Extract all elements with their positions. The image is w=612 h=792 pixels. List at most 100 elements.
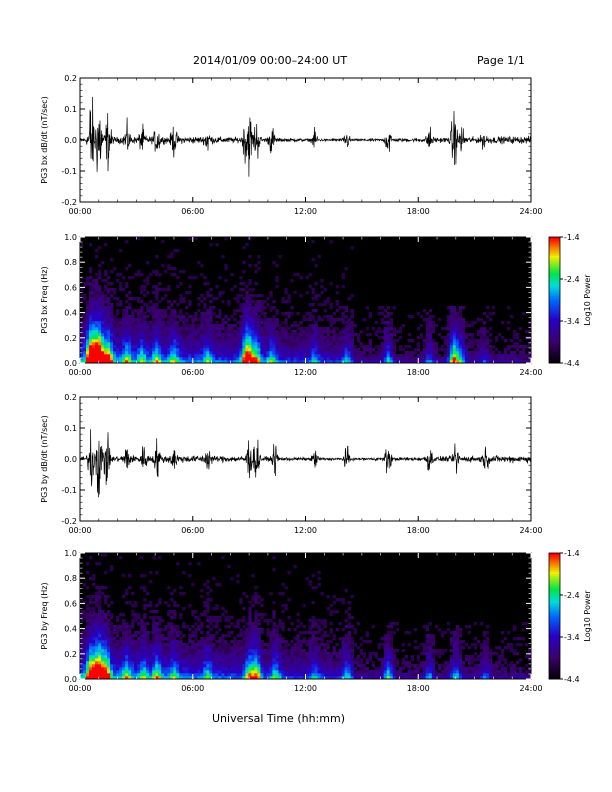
spectrogram-cell <box>380 342 384 346</box>
spectrogram-cell <box>101 339 105 343</box>
spectrogram-cell <box>95 646 99 650</box>
spectrogram-cell <box>140 324 144 328</box>
spectrogram-cell <box>149 345 153 349</box>
spectrogram-cell <box>422 351 427 355</box>
spectrogram-cell <box>107 664 111 668</box>
spectrogram-cell <box>236 294 240 298</box>
spectrogram-cell <box>302 327 306 331</box>
spectrogram-cell <box>92 661 96 665</box>
spectrogram-cell <box>479 336 484 340</box>
spectrogram-cell <box>230 342 234 346</box>
spectrogram-cell <box>353 351 357 355</box>
spectrogram-cell <box>296 360 300 364</box>
spectrogram-cell <box>521 354 526 358</box>
spectrogram-cell <box>179 348 183 352</box>
spectrogram-cell <box>182 339 186 343</box>
spectrogram-cell <box>344 667 348 671</box>
spectrogram-cell <box>164 655 168 659</box>
spectrogram-cell <box>476 345 481 349</box>
spectrogram-cell <box>293 646 297 650</box>
spectrogram-cell <box>311 643 315 647</box>
spectrogram-cell <box>131 652 135 656</box>
spectrogram-cell <box>134 652 138 656</box>
spectrogram-cell <box>341 598 345 602</box>
spectrogram-cell <box>311 330 315 334</box>
spectrogram-cell <box>149 604 153 608</box>
spectrogram-cell <box>278 676 282 680</box>
spectrogram-cell <box>512 354 517 358</box>
spectrogram-cell <box>197 333 201 337</box>
spectrogram-cell <box>122 288 126 292</box>
spectrogram-cell <box>317 303 321 307</box>
spectrogram-cell <box>467 342 472 346</box>
spectrogram-cell <box>101 649 105 653</box>
spectrogram-cell <box>227 348 231 352</box>
spectrogram-cell <box>80 276 84 280</box>
spectrogram-cell <box>200 658 204 662</box>
spectrogram-cell <box>110 288 114 292</box>
spectrogram-cell <box>176 336 180 340</box>
spectrogram-cell <box>152 324 156 328</box>
spectrogram-cell <box>425 342 430 346</box>
spectrogram-cell <box>248 658 252 662</box>
spectrogram-cell <box>200 300 204 304</box>
spectrogram-cell <box>299 643 303 647</box>
spectrogram-cell <box>287 333 291 337</box>
spectrogram-cell <box>281 348 285 352</box>
spectrogram-cell <box>209 360 213 364</box>
spectrogram-cell <box>482 321 487 325</box>
spectrogram-cell <box>284 658 288 662</box>
spectrogram-cell <box>179 670 183 674</box>
spectrogram-cell <box>380 348 384 352</box>
spectrogram-cell <box>131 625 135 629</box>
spectrogram-cell <box>428 646 433 650</box>
spectrogram-cell <box>416 667 421 671</box>
spectrogram-cell <box>224 339 228 343</box>
spectrogram-cell <box>344 646 348 650</box>
spectrogram-cell <box>380 637 384 641</box>
spectrogram-cell <box>122 595 126 599</box>
spectrogram-cell <box>269 348 273 352</box>
spectrogram-cell <box>269 664 273 668</box>
spectrogram-cell <box>431 667 436 671</box>
spectrogram-cell <box>512 333 517 337</box>
spectrogram-cell <box>272 667 276 671</box>
spectrogram-cell <box>143 658 147 662</box>
spectrogram-cell <box>326 357 330 361</box>
spectrogram-cell <box>425 345 430 349</box>
spectrogram-cell <box>485 357 490 361</box>
spectrogram-cell <box>86 321 90 325</box>
spectrogram-cell <box>167 285 171 289</box>
spectrogram-cell <box>104 670 108 674</box>
spectrogram-cell <box>242 625 246 629</box>
spectrogram-cell <box>224 342 228 346</box>
spectrogram-cell <box>323 670 327 674</box>
spectrogram-cell <box>365 306 369 310</box>
spectrogram-cell <box>443 336 448 340</box>
spectrogram-cell <box>191 655 195 659</box>
spectrogram-cell <box>92 318 96 322</box>
spectrogram-cell <box>389 661 393 665</box>
spectrogram-cell <box>116 321 120 325</box>
spectrogram-cell <box>158 300 162 304</box>
spectrogram-cell <box>128 640 132 644</box>
spectrogram-cell <box>161 658 165 662</box>
spectrogram-cell <box>326 318 330 322</box>
spectrogram-cell <box>350 595 354 599</box>
spectrogram-cell <box>95 279 99 283</box>
spectrogram-cell <box>239 342 243 346</box>
spectrogram-cell <box>317 315 321 319</box>
spectrogram-cell <box>182 658 186 662</box>
spectrogram-cell <box>149 360 153 364</box>
spectrogram-cell <box>95 273 99 277</box>
spectrogram-cell <box>152 646 156 650</box>
spectrogram-cell <box>404 664 409 668</box>
spectrogram-cell <box>278 670 282 674</box>
spectrogram-cell <box>110 640 114 644</box>
spectrogram-cell <box>107 634 111 638</box>
spectrogram-cell <box>176 348 180 352</box>
spectrogram-cell <box>461 333 466 337</box>
spectrogram-cell <box>479 354 484 358</box>
spectrogram-cell <box>224 676 228 680</box>
